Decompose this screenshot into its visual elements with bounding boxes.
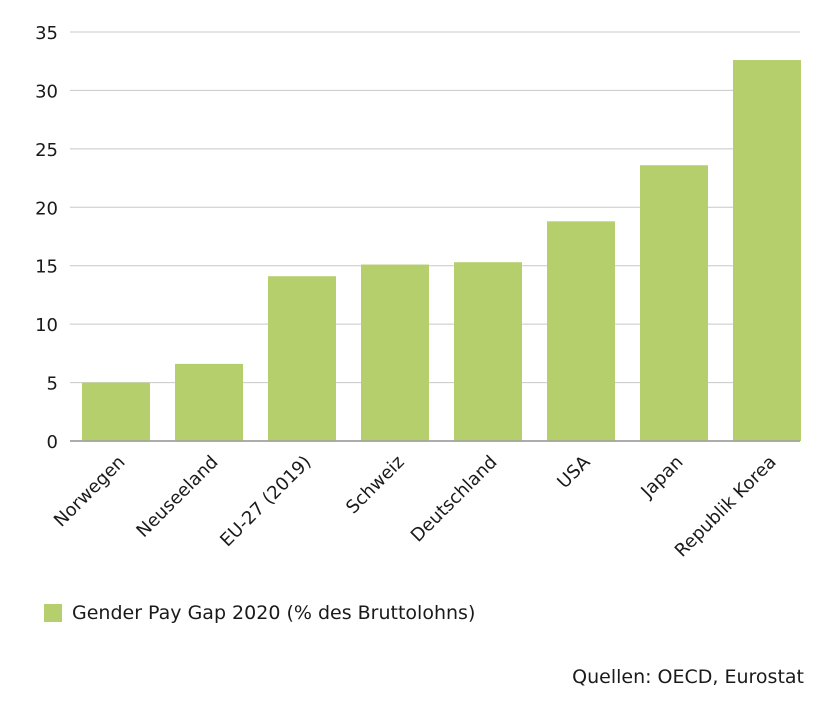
y-tick-label: 20 xyxy=(35,198,58,219)
bar xyxy=(733,60,801,441)
bar xyxy=(268,276,336,441)
x-tick-label: Republik Korea xyxy=(671,452,781,562)
y-tick-label: 25 xyxy=(35,140,58,161)
x-tick-label: Neuseeland xyxy=(132,452,222,542)
bar xyxy=(640,165,708,441)
x-tick-label: EU-27 (2019) xyxy=(216,452,315,551)
bar xyxy=(454,262,522,441)
legend-label: Gender Pay Gap 2020 (% des Bruttolohns) xyxy=(72,602,476,624)
x-tick-label: Deutschland xyxy=(407,452,502,547)
legend-swatch xyxy=(44,604,62,622)
y-tick-label: 30 xyxy=(35,81,58,102)
y-tick-label: 10 xyxy=(35,315,58,336)
x-tick-label: Japan xyxy=(636,452,687,503)
y-axis-ticks: 0 5 10 15 20 25 30 35 xyxy=(35,23,58,453)
bar xyxy=(547,221,615,441)
x-tick-label: Norwegen xyxy=(50,452,130,532)
bar xyxy=(175,363,243,441)
source-note: Quellen: OECD, Eurostat xyxy=(572,666,804,688)
y-tick-label: 15 xyxy=(35,257,58,278)
y-tick-label: 0 xyxy=(47,432,58,453)
x-tick-label: Schweiz xyxy=(342,452,408,518)
legend: Gender Pay Gap 2020 (% des Bruttolohns) xyxy=(44,602,475,624)
x-tick-label: USA xyxy=(553,451,595,493)
y-tick-label: 35 xyxy=(35,23,58,44)
bar xyxy=(361,264,429,441)
bars xyxy=(70,60,801,442)
bar xyxy=(82,382,150,441)
y-tick-label: 5 xyxy=(47,374,58,395)
